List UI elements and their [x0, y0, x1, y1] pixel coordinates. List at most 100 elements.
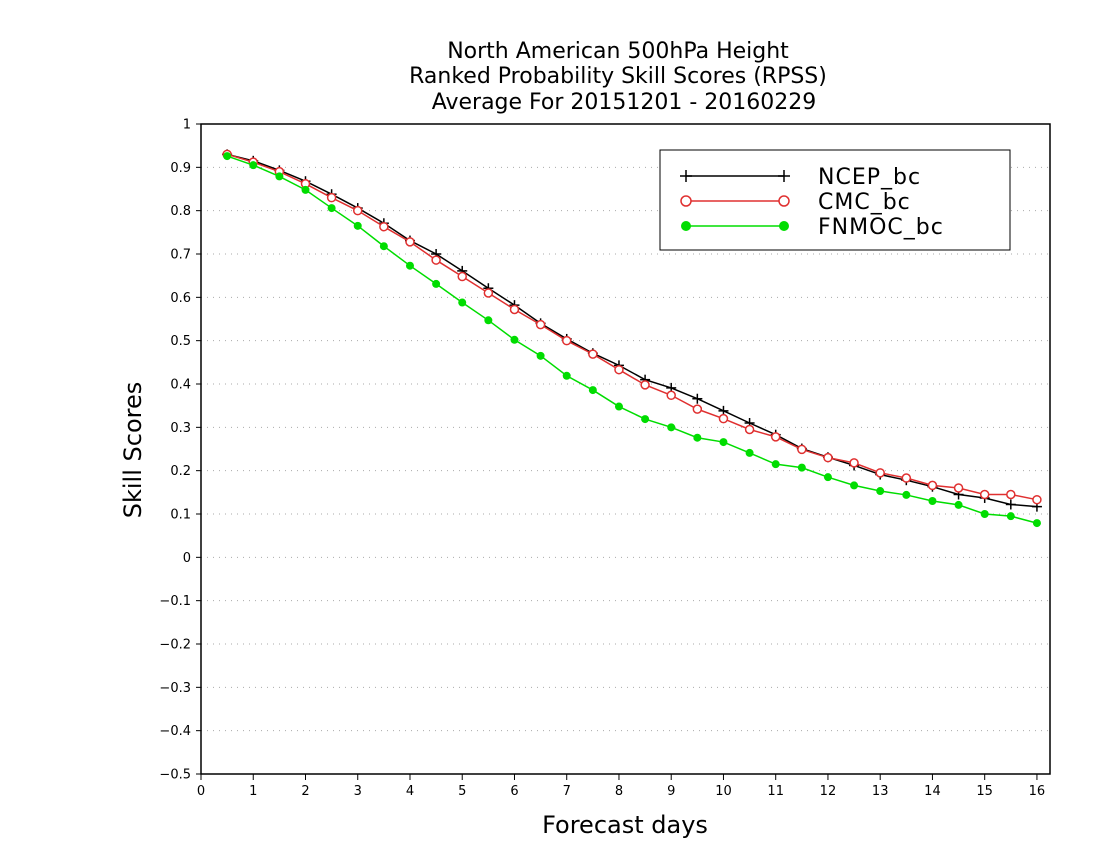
- point-marker: [484, 316, 493, 325]
- data-point: [352, 205, 363, 216]
- point-marker: [640, 380, 650, 390]
- data-point: [301, 185, 310, 194]
- point-marker: [510, 335, 519, 344]
- point-marker: [927, 480, 938, 491]
- point-marker: [850, 481, 859, 490]
- point-marker: [901, 473, 912, 483]
- point-marker: [928, 497, 937, 505]
- x-tick-label: 10: [715, 784, 732, 799]
- point-marker: [431, 255, 441, 265]
- point-marker: [249, 161, 258, 170]
- point-marker: [823, 473, 832, 482]
- x-tick-label: 11: [767, 784, 784, 799]
- point-marker: [275, 172, 284, 181]
- x-tick-label: 0: [197, 784, 205, 799]
- data-point: [249, 161, 258, 170]
- x-tick-label: 6: [510, 784, 518, 799]
- data-point: [1032, 494, 1042, 505]
- data-point: [850, 481, 859, 490]
- point-marker: [405, 237, 415, 247]
- point-marker: [979, 489, 990, 500]
- data-point: [745, 448, 754, 457]
- x-axis-title: Forecast days: [542, 811, 708, 839]
- data-point: [588, 386, 597, 395]
- data-point: [1006, 489, 1016, 500]
- x-tick-label: 5: [458, 784, 466, 799]
- data-point: [693, 433, 702, 442]
- y-tick-label: 0.1: [170, 508, 191, 523]
- point-marker: [352, 205, 363, 216]
- data-point: [379, 221, 389, 232]
- point-marker: [693, 433, 702, 442]
- data-point: [405, 261, 414, 270]
- x-tick-label: 15: [976, 784, 993, 799]
- point-marker: [719, 438, 728, 447]
- data-point: [927, 480, 938, 491]
- legend-item: NCEP_bc: [680, 165, 920, 190]
- point-marker: [953, 483, 964, 493]
- data-point: [457, 271, 467, 282]
- data-point: [770, 432, 781, 442]
- grid-layer: [201, 166, 1050, 732]
- y-tick-label: −0.2: [159, 638, 191, 653]
- legend-item: CMC_bc: [680, 190, 910, 215]
- data-point: [327, 204, 336, 213]
- point-marker: [457, 271, 467, 282]
- y-tick-label: −0.5: [159, 768, 191, 783]
- data-point: [666, 390, 676, 401]
- x-tick-label: 14: [924, 784, 941, 799]
- data-point: [823, 473, 832, 482]
- point-marker: [876, 487, 885, 496]
- data-point: [692, 404, 703, 414]
- data-point: [510, 335, 519, 344]
- data-point: [432, 279, 441, 288]
- data-point: [640, 380, 650, 390]
- data-point: [902, 490, 911, 499]
- data-point: [431, 255, 441, 265]
- point-marker: [797, 444, 807, 455]
- data-point: [901, 473, 912, 483]
- point-marker: [666, 390, 676, 401]
- x-tick-label: 16: [1029, 784, 1046, 799]
- data-point: [718, 413, 729, 424]
- data-point: [667, 423, 676, 432]
- point-marker: [326, 192, 337, 203]
- point-marker: [875, 468, 885, 478]
- point-marker: [797, 463, 806, 472]
- title-line-3: Average For 20151201 - 20160229: [432, 90, 817, 115]
- point-marker: [667, 423, 676, 432]
- point-marker: [561, 335, 572, 346]
- point-marker: [535, 319, 546, 330]
- point-marker: [680, 195, 692, 207]
- point-marker: [614, 364, 624, 375]
- y-tick-label: 0.2: [170, 464, 191, 479]
- point-marker: [353, 221, 362, 230]
- point-marker: [771, 460, 780, 469]
- x-tick-label: 13: [872, 784, 889, 799]
- x-tick-label: 2: [301, 784, 309, 799]
- series-fnmoc-bc: [223, 152, 1041, 528]
- point-marker: [1006, 512, 1015, 521]
- data-point: [326, 192, 337, 203]
- y-tick-label: 0.6: [170, 291, 191, 306]
- data-point: [953, 483, 964, 493]
- point-marker: [301, 185, 310, 194]
- data-point: [561, 335, 572, 346]
- x-tick-label: 7: [563, 784, 571, 799]
- y-tick-label: −0.3: [159, 681, 191, 696]
- data-point: [849, 458, 859, 468]
- point-marker: [744, 424, 755, 435]
- data-point: [954, 500, 963, 509]
- data-point: [379, 242, 388, 251]
- y-tick-label: 1: [183, 118, 191, 133]
- point-marker: [588, 386, 597, 395]
- data-point: [823, 452, 833, 463]
- series-line: [226, 155, 1038, 524]
- legend-box: [659, 149, 1011, 251]
- data-point: [535, 319, 546, 330]
- point-marker: [980, 510, 989, 518]
- x-tick-label: 3: [354, 784, 362, 799]
